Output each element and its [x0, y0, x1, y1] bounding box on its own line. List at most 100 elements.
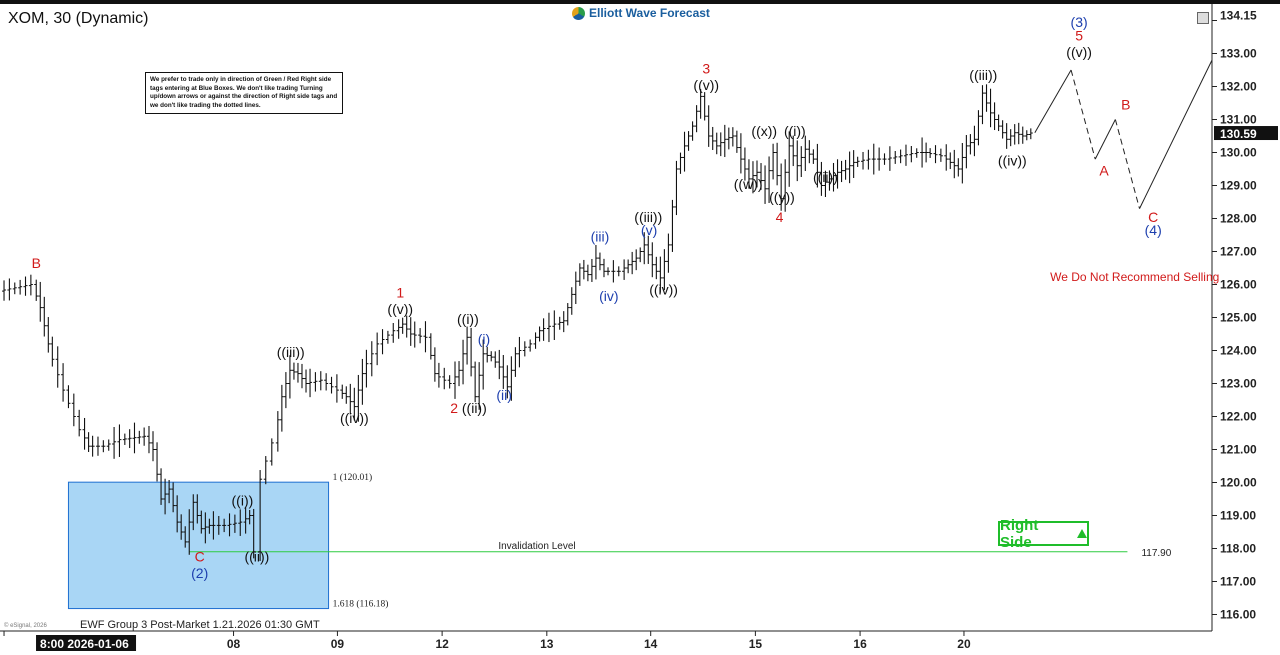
- price-bar: [151, 431, 156, 462]
- price-bar: [839, 160, 844, 183]
- price-bar: [77, 409, 82, 437]
- price-bar: [759, 163, 764, 190]
- wave-label: 4: [776, 209, 784, 225]
- last-price-badge: [1214, 126, 1278, 141]
- price-bar: [375, 332, 380, 366]
- price-bar: [734, 130, 739, 153]
- price-bar: [573, 271, 578, 305]
- price-bar: [642, 232, 647, 265]
- price-bar: [137, 430, 142, 444]
- window-restore-icon[interactable]: [1197, 12, 1209, 24]
- price-bar: [66, 385, 71, 409]
- price-bar: [593, 245, 598, 280]
- price-bar: [404, 315, 409, 338]
- price-bar: [746, 159, 751, 189]
- projection-segment: [1139, 59, 1213, 209]
- price-bar: [247, 509, 252, 525]
- price-bar: [674, 160, 679, 216]
- price-bar: [819, 161, 824, 196]
- price-bar: [86, 432, 91, 452]
- price-bar: [334, 374, 339, 403]
- price-bar: [142, 427, 147, 446]
- price-bar: [569, 287, 574, 315]
- price-bar: [706, 105, 711, 147]
- price-bar: [447, 375, 452, 389]
- wave-label: ((iii)): [277, 344, 305, 360]
- price-bar: [984, 84, 989, 112]
- wave-label: ((v)): [693, 77, 719, 93]
- price-bar: [509, 356, 514, 401]
- price-bar: [634, 249, 639, 271]
- price-bar: [82, 417, 87, 450]
- wave-label: B: [32, 255, 41, 271]
- price-bar: [589, 258, 594, 282]
- wave-label: ((v)): [387, 301, 413, 317]
- price-bar: [238, 509, 243, 536]
- wave-label: (3): [1071, 14, 1088, 30]
- price-bar: [767, 156, 772, 203]
- price-bar: [698, 88, 703, 119]
- price-bar: [750, 161, 755, 194]
- projection-path: [1034, 59, 1213, 209]
- price-bar: [127, 429, 132, 449]
- price-bar: [304, 369, 309, 393]
- price-bar: [827, 170, 832, 191]
- y-tick-label: 126.00: [1220, 278, 1257, 292]
- blue-box-group: 1 (120.01) 1.618 (116.18): [67, 472, 388, 610]
- y-tick-label: 128.00: [1220, 212, 1257, 226]
- wave-label: C: [195, 549, 205, 565]
- price-bar: [243, 507, 248, 534]
- projection-segment: [1070, 69, 1096, 160]
- wave-label: ((y)): [769, 189, 795, 205]
- price-bar: [199, 510, 204, 534]
- price-bar: [175, 495, 180, 533]
- invalidation-group: Invalidation Level 117.90: [189, 541, 1172, 559]
- price-bar: [738, 133, 743, 174]
- wave-label: (2): [191, 565, 208, 581]
- price-bar: [356, 374, 361, 422]
- price-bar: [313, 372, 318, 392]
- price-bar: [944, 144, 949, 171]
- price-bar: [203, 512, 208, 544]
- price-bar: [232, 514, 237, 533]
- price-bar: [730, 127, 735, 147]
- price-bar: [477, 362, 482, 410]
- x-axis: 8:00 2026-01-06 08 09 12 13 14 15 16 20: [3, 631, 971, 651]
- price-bar: [815, 143, 820, 188]
- wave-label: (i): [478, 331, 490, 347]
- price-bar: [783, 159, 788, 212]
- price-bar: [847, 151, 852, 184]
- price-bar: [71, 393, 76, 427]
- price-bar: [171, 482, 176, 513]
- price-bar: [557, 316, 562, 330]
- x-tick-label: 8:00 2026-01-06: [40, 637, 129, 651]
- wave-labels: BC(2)((i))((ii))((iii))((iv))((v))12 ((ii…: [32, 14, 1220, 581]
- price-bar: [909, 146, 914, 163]
- wave-label: ((iv)): [649, 281, 678, 297]
- price-bar: [823, 170, 828, 197]
- price-bar: [670, 199, 675, 252]
- price-bar: [344, 386, 349, 404]
- price-bar: [835, 159, 840, 189]
- y-tick-label: 131.00: [1220, 113, 1257, 127]
- price-bar: [155, 442, 160, 482]
- price-bar: [132, 422, 137, 454]
- price-bar: [980, 85, 985, 125]
- price-bar: [55, 346, 60, 388]
- price-bar: [324, 373, 329, 391]
- price-bar: [1020, 126, 1025, 144]
- price-bar: [329, 376, 334, 394]
- price-bar: [505, 365, 510, 399]
- price-bar: [537, 326, 542, 342]
- y-tick-label: 117.00: [1220, 575, 1256, 589]
- price-bar: [933, 145, 938, 164]
- price-bar: [412, 321, 417, 348]
- wave-label: (v): [641, 222, 657, 238]
- price-bar: [50, 336, 55, 367]
- price-bar: [561, 311, 566, 333]
- price-bar: [565, 303, 570, 326]
- price-bar: [364, 349, 369, 388]
- wave-label: B: [1121, 97, 1130, 113]
- price-bar: [95, 436, 100, 456]
- wave-label: ((ii)): [244, 549, 269, 565]
